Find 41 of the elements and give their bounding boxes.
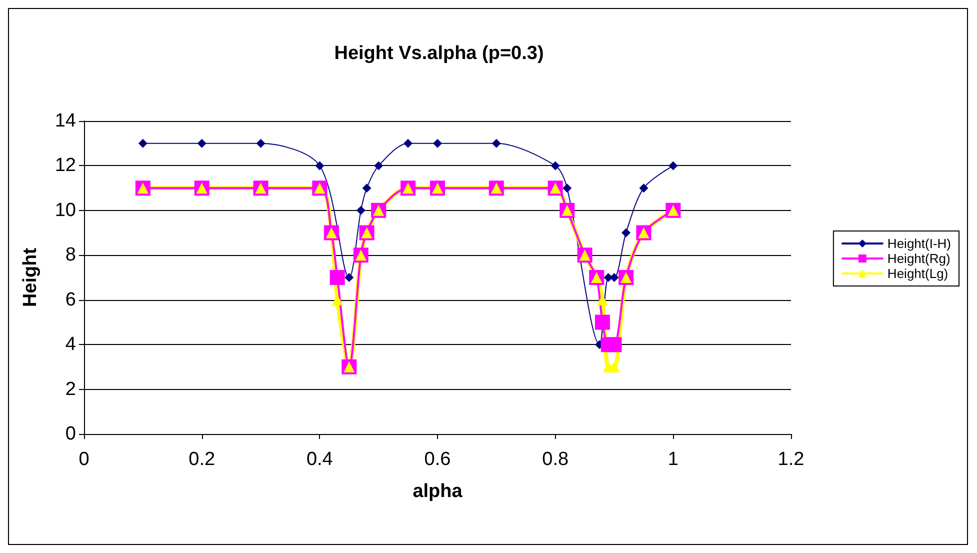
y-tick-label: 10: [54, 200, 76, 221]
point: [138, 138, 148, 148]
point: [330, 270, 345, 285]
point: [256, 138, 266, 148]
y-tick-label: 2: [65, 378, 76, 400]
point: [639, 184, 648, 193]
y-tick-label: 4: [65, 334, 76, 356]
point: [315, 161, 324, 170]
point: [374, 161, 384, 170]
x-tick-label: 1: [668, 449, 678, 470]
point: [197, 138, 206, 148]
point: [344, 273, 354, 282]
point: [550, 161, 560, 170]
point: [356, 206, 366, 215]
x-tick-label: 0.6: [424, 449, 451, 470]
legend-label: Height(Rg): [887, 251, 950, 266]
point: [608, 361, 620, 372]
x-tick-label: 0.2: [188, 449, 216, 470]
x-axis-title: alpha: [412, 481, 463, 502]
chart-title: Height Vs.alpha (p=0.3): [334, 43, 544, 64]
x-tick-label: 0.8: [542, 449, 569, 470]
point: [562, 184, 572, 193]
y-tick-label: 12: [54, 155, 76, 176]
point: [404, 138, 413, 148]
y-axis-title: Height: [20, 247, 41, 308]
legend-label: Height(Lg): [887, 266, 948, 281]
point: [622, 228, 631, 238]
x-tick-label: 0: [78, 449, 90, 470]
x-tick-label: 1.2: [778, 449, 804, 470]
point: [362, 184, 372, 193]
point: [606, 337, 622, 352]
point: [492, 138, 501, 148]
x-tick-label: 0.4: [306, 449, 334, 470]
y-tick-label: 6: [65, 289, 76, 310]
point: [668, 161, 678, 170]
y-tick-label: 14: [54, 110, 76, 132]
point: [594, 314, 610, 330]
y-tick-label: 0: [65, 424, 76, 444]
point: [433, 138, 442, 148]
y-tick-label: 8: [65, 244, 76, 266]
legend-label: Height(I-H): [887, 236, 952, 251]
